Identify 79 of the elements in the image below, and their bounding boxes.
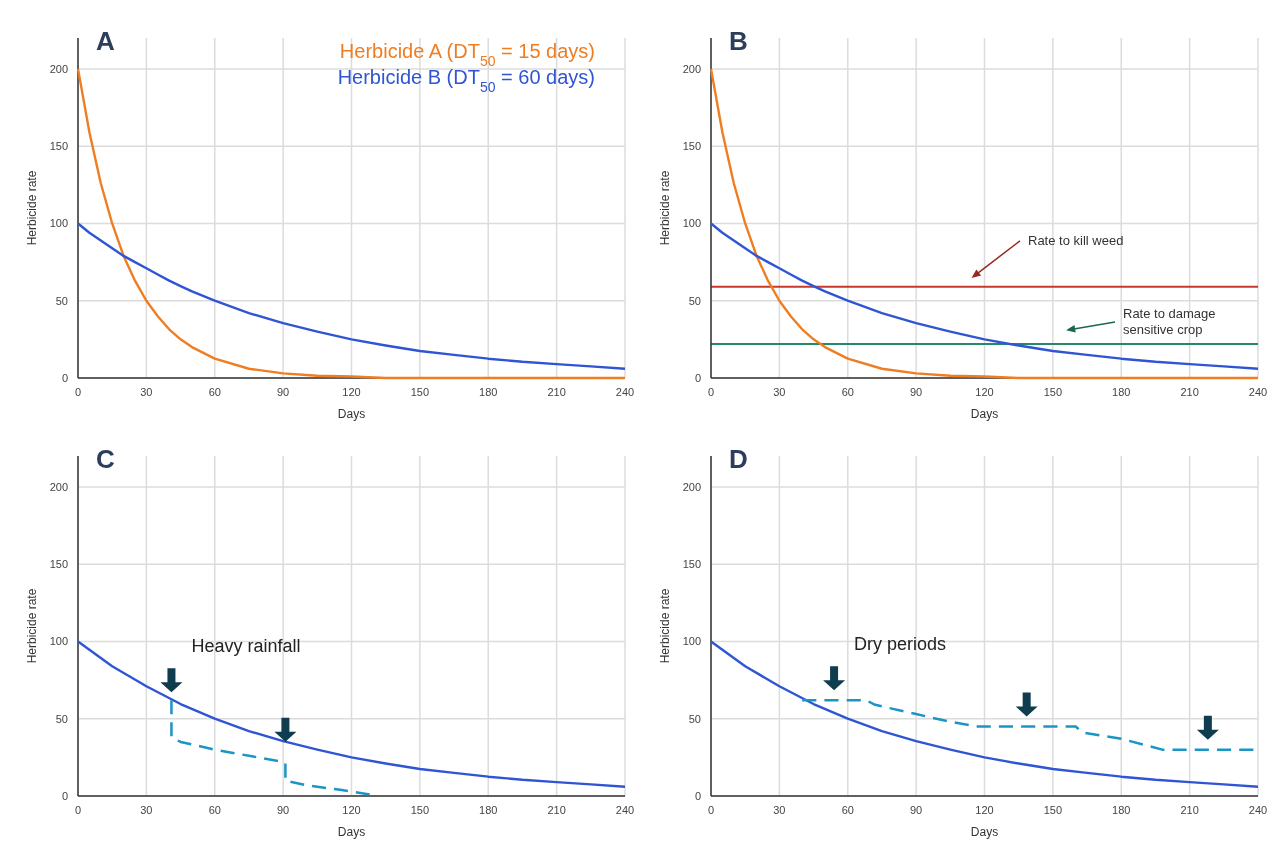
y-tick-label: 50	[688, 712, 701, 725]
y-tick-label: 150	[682, 140, 701, 153]
x-tick-label: 240	[615, 386, 635, 398]
x-axis-title: Days	[337, 407, 366, 421]
x-tick-label: 90	[910, 804, 923, 816]
x-tick-label: 120	[975, 386, 994, 398]
x-tick-label: 30	[140, 386, 153, 398]
line-series	[800, 698, 1255, 751]
x-tick-label: 180	[1112, 386, 1131, 398]
y-tick-label: 0	[694, 790, 701, 802]
chart-title: A	[96, 26, 115, 56]
x-tick-label: 60	[208, 804, 221, 816]
x-tick-label: 30	[140, 804, 153, 816]
x-tick-label: 60	[841, 804, 854, 816]
x-tick-label: 180	[1112, 804, 1131, 816]
x-tick-label: 150	[410, 386, 430, 398]
y-tick-label: 0	[61, 372, 68, 384]
text: Herbicide B (DT$_{50}$ = 60 days)	[337, 66, 595, 95]
y-tick-label: 200	[49, 480, 68, 493]
x-tick-label: 90	[277, 386, 290, 398]
x-tick-label: 0	[707, 804, 715, 816]
y-tick-label: 100	[49, 635, 68, 648]
y-tick-label: 50	[688, 294, 701, 307]
annotation: Heavy rainfall	[191, 636, 301, 657]
x-tick-label: 150	[1043, 386, 1063, 398]
y-tick-label: 50	[55, 712, 68, 725]
x-tick-label: 210	[1180, 804, 1199, 816]
y-tick-label: 100	[682, 635, 701, 648]
y-tick-label: 100	[682, 217, 701, 230]
x-tick-label: 240	[1248, 386, 1268, 398]
y-tick-label: 0	[694, 372, 701, 384]
x-tick-label: 60	[208, 386, 221, 398]
y-axis-title: Herbicide rate	[658, 170, 672, 246]
x-tick-label: 210	[547, 804, 566, 816]
x-tick-label: 120	[342, 804, 361, 816]
x-tick-label: 240	[615, 804, 635, 816]
chart-title: D	[729, 444, 748, 474]
x-tick-label: 180	[479, 386, 498, 398]
x-tick-label: 0	[74, 804, 82, 816]
x-tick-label: 240	[1248, 804, 1268, 816]
annotation: Dry periods	[854, 634, 947, 655]
x-tick-label: 150	[410, 804, 430, 816]
x-tick-label: 210	[547, 386, 566, 398]
chart-title: C	[96, 444, 115, 474]
x-tick-label: 120	[342, 386, 361, 398]
line-series	[170, 698, 371, 796]
y-axis-title: Herbicide rate	[25, 170, 39, 246]
x-tick-label: 30	[773, 386, 786, 398]
x-tick-label: 180	[479, 804, 498, 816]
y-axis-title: Herbicide rate	[25, 588, 39, 664]
line-series	[76, 222, 627, 370]
x-axis-title: Days	[337, 825, 366, 839]
y-tick-label: 150	[49, 558, 68, 571]
x-tick-label: 90	[277, 804, 290, 816]
x-tick-label: 0	[707, 386, 715, 398]
chart-title: B	[729, 26, 748, 56]
x-tick-label: 150	[1043, 804, 1063, 816]
x-tick-label: 60	[841, 386, 854, 398]
y-tick-label: 150	[682, 558, 701, 571]
y-tick-label: 200	[49, 62, 68, 75]
x-axis-title: Days	[970, 407, 999, 421]
ref-line-label: Rate to damage sensitive crop	[1123, 306, 1216, 337]
line-series	[709, 222, 1260, 370]
x-tick-label: 90	[910, 386, 923, 398]
ref-line-label: Rate to kill weed	[1028, 232, 1124, 248]
x-tick-label: 30	[773, 804, 786, 816]
y-axis-title: Herbicide rate	[658, 588, 672, 664]
x-tick-label: 120	[975, 804, 994, 816]
x-axis-title: Days	[970, 825, 999, 839]
y-tick-label: 100	[49, 217, 68, 230]
y-tick-label: 50	[55, 294, 68, 307]
text: Herbicide A (DT$_{50}$ = 15 days)	[339, 40, 595, 69]
y-tick-label: 200	[682, 480, 701, 493]
line-series	[76, 640, 627, 788]
x-tick-label: 210	[1180, 386, 1199, 398]
y-tick-label: 150	[49, 140, 68, 153]
y-tick-label: 200	[682, 62, 701, 75]
y-tick-label: 0	[61, 790, 68, 802]
x-tick-label: 0	[74, 386, 82, 398]
